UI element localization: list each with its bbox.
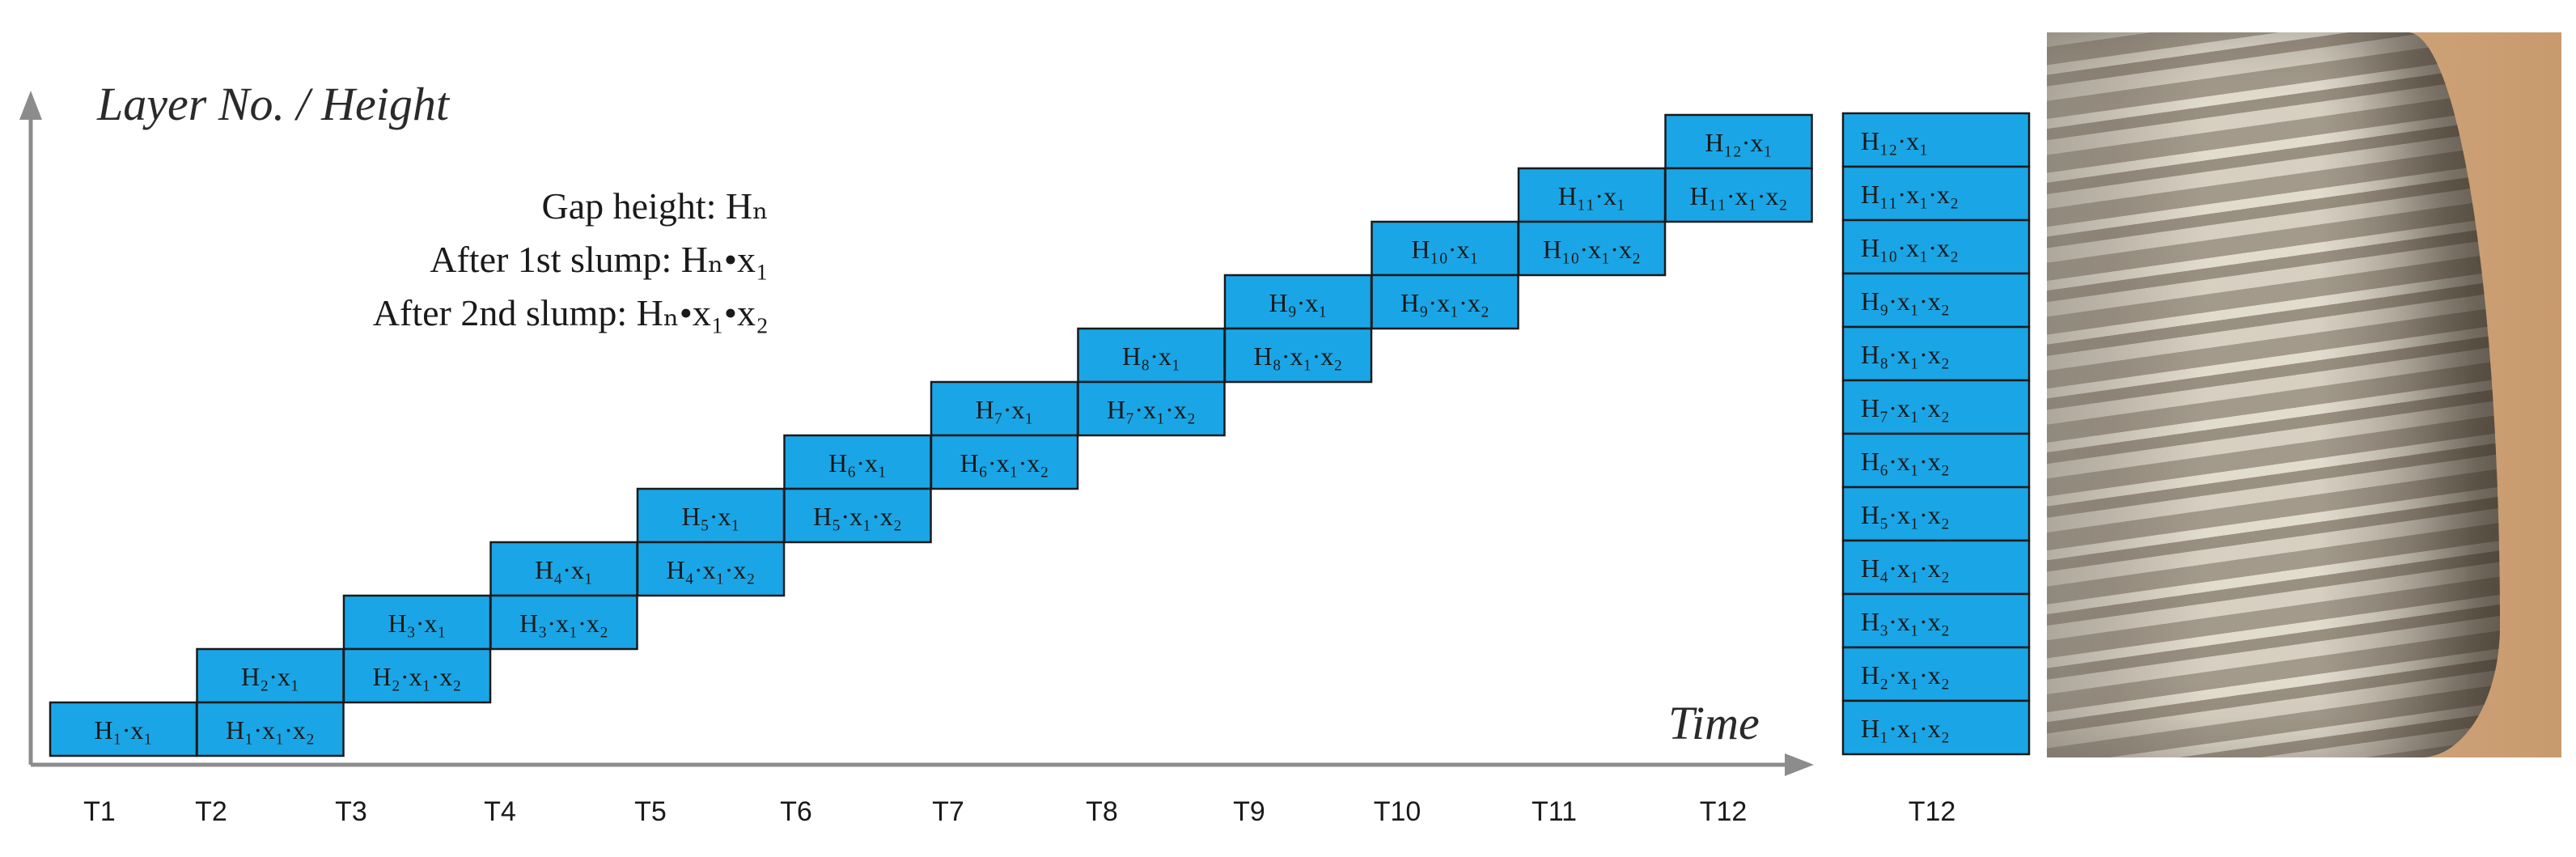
block-second-slump (1077, 380, 1226, 437)
time-tick-label: T7 (932, 796, 964, 827)
photo-shading (2047, 32, 2500, 757)
block-label: H₆·x₁·x₂ (960, 448, 1049, 477)
stack-block-label: H₆·x₁·x₂ (1861, 447, 1950, 476)
block-label: H₁₂·x₁ (1705, 128, 1772, 157)
stack-block-label: H₁₁·x₁·x₂ (1861, 180, 1959, 209)
stack-block-label: H₉·x₁·x₂ (1861, 286, 1950, 316)
block-second-slump (783, 487, 932, 544)
legend-gap-height: Gap height: Hₙ (541, 185, 769, 227)
legend-first-slump: After 1st slump: Hₙ•x₁ (430, 239, 769, 280)
final-stack-time-label: T12 (1909, 796, 1956, 827)
block-first-slump (1664, 113, 1813, 170)
block-label: H₅·x₁·x₂ (813, 502, 902, 531)
time-tick-label: T8 (1086, 796, 1118, 827)
block-label: H₆·x₁ (828, 448, 887, 477)
stack-block-label: H₁·x₁·x₂ (1861, 714, 1950, 743)
block-label: H₇·x₁ (975, 395, 1033, 424)
time-tick-label: T6 (780, 796, 812, 827)
stack-block-label: H₁₀·x₁·x₂ (1861, 233, 1959, 262)
block-second-slump (1371, 274, 1519, 330)
block-first-slump (196, 647, 345, 704)
stack-block (1841, 646, 2031, 702)
time-tick-label: T5 (634, 796, 667, 827)
stack-block-label: H₇·x₁·x₂ (1861, 393, 1950, 422)
block-label: H₂·x₁·x₂ (373, 662, 462, 691)
stack-block-label: H₂·x₁·x₂ (1861, 660, 1950, 689)
block-label: H₈·x₁ (1122, 342, 1180, 371)
block-second-slump (1664, 167, 1813, 223)
block-label: H₁₁·x₁ (1558, 181, 1625, 210)
legend-second-slump: After 2nd slump: Hₙ•x₁•x₂ (372, 292, 769, 333)
printed-layers-texture (2047, 32, 2500, 757)
time-tick-label: T10 (1374, 796, 1421, 827)
block-second-slump (1517, 220, 1667, 277)
stack-block (1841, 486, 2031, 542)
stack-block-label: H₅·x₁·x₂ (1861, 500, 1950, 529)
block-second-slump (342, 647, 492, 704)
stack-block-label: H₃·x₁·x₂ (1861, 607, 1950, 636)
block-second-slump (1223, 327, 1373, 384)
block-label: H₃·x₁ (388, 609, 446, 638)
block-label: H₄·x₁·x₂ (667, 555, 756, 584)
time-tick-label: T3 (335, 796, 367, 827)
stack-block (1841, 218, 2031, 275)
y-axis-title: Layer No. / Height (97, 78, 449, 130)
block-label: H₁₀·x₁ (1411, 235, 1478, 264)
legend: Gap height: Hₙ After 1st slump: Hₙ•x₁ Af… (154, 180, 769, 340)
time-tick-label: T4 (484, 796, 516, 827)
printed-wall-photo (2047, 32, 2561, 757)
y-axis-arrowhead (19, 91, 42, 120)
block-second-slump (636, 541, 786, 597)
block-first-slump (783, 434, 932, 490)
stack-block (1841, 112, 2031, 168)
block-first-slump (1223, 274, 1373, 330)
stack-block-label: H₁₂·x₁ (1861, 126, 1928, 155)
stack-block (1841, 325, 2031, 382)
stack-block (1841, 699, 2031, 756)
stack-block (1841, 592, 2031, 649)
stack-block-label: H₈·x₁·x₂ (1861, 340, 1950, 369)
stack-block (1841, 432, 2031, 489)
block-label: H₈·x₁·x₂ (1254, 342, 1343, 371)
block-second-slump (196, 701, 345, 757)
stack-block (1841, 539, 2031, 596)
block-label: H₁₁·x₁·x₂ (1689, 181, 1787, 210)
block-second-slump (930, 434, 1079, 490)
axes (19, 91, 1814, 776)
staircase-blocks: H₁·x₁ H₂·x₁ H₁·x₁·x₂ H₃·x₁ H₂·x₁·x₂ H₄·x₁ H₃·x… (49, 113, 1813, 757)
block-label: H₁·x₁·x₂ (226, 715, 315, 745)
block-label: H₁·x₁ (94, 715, 152, 745)
block-label: H₉·x₁·x₂ (1400, 288, 1489, 317)
time-tick-label: T1 (83, 796, 116, 827)
time-tick-labels: T1 T2 T3 T4 T5 T6 T7 T8 T9 T10 T11 T12 T12 (83, 796, 1955, 827)
block-first-slump (1517, 167, 1667, 223)
block-first-slump (49, 701, 198, 757)
block-label: H₃·x₁·x₂ (519, 609, 608, 638)
block-label: H₇·x₁·x₂ (1107, 395, 1196, 424)
block-label: H₉·x₁ (1269, 288, 1327, 317)
final-stack-blocks: H₁₂·x₁ H₁₁·x₁·x₂ H₁₀·x₁·x₂ H₉·x₁·x₂ H₈·x₁·x₂… (1841, 112, 2031, 756)
block-label: H₁₀·x₁·x₂ (1543, 235, 1641, 264)
time-tick-label: T2 (195, 796, 227, 827)
time-tick-label: T11 (1532, 796, 1577, 827)
block-label: H₂·x₁ (241, 662, 299, 691)
block-label: H₅·x₁ (681, 502, 739, 531)
x-axis-arrowhead (1785, 753, 1814, 776)
block-label: H₄·x₁ (535, 555, 593, 584)
block-first-slump (1371, 220, 1519, 277)
time-tick-label: T12 (1700, 796, 1748, 827)
x-axis-title: Time (1668, 697, 1760, 749)
stack-block (1841, 272, 2031, 329)
time-tick-label: T9 (1233, 796, 1265, 827)
stack-block-label: H₄·x₁·x₂ (1861, 554, 1950, 583)
block-second-slump (489, 594, 638, 651)
